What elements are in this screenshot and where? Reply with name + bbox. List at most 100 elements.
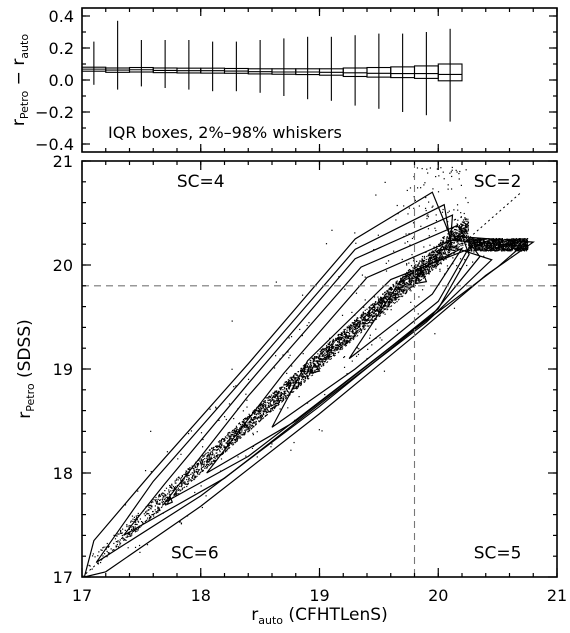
scatter-point <box>277 393 279 395</box>
scatter-point <box>220 442 222 444</box>
scatter-point <box>170 487 173 489</box>
scatter-point <box>159 509 161 512</box>
scatter-point <box>389 298 391 300</box>
top-annotation: IQR boxes, 2%–98% whiskers <box>108 123 342 142</box>
scatter-point <box>435 262 437 264</box>
scatter-point <box>419 260 421 262</box>
scatter-point <box>302 376 304 378</box>
scatter-point <box>328 358 330 360</box>
scatter-point <box>497 247 499 249</box>
scatter-point <box>491 244 493 247</box>
scatter-point <box>458 178 460 180</box>
scatter-point <box>200 459 202 461</box>
scatter-point <box>391 299 393 301</box>
scatter-point <box>425 273 427 275</box>
scatter-point <box>207 460 209 462</box>
scatter-point <box>236 430 238 433</box>
scatter-point <box>355 325 357 327</box>
scatter-point <box>453 209 455 211</box>
scatter-point <box>413 236 415 238</box>
scatter-point <box>459 233 461 235</box>
scatter-point <box>417 272 419 274</box>
scatter-point <box>452 234 454 236</box>
scatter-point <box>367 312 369 314</box>
scatter-point <box>343 331 345 333</box>
scatter-point <box>370 307 372 310</box>
scatter-point <box>366 313 369 316</box>
scatter-point <box>395 281 397 283</box>
scatter-point <box>277 395 279 397</box>
scatter-point <box>371 304 374 306</box>
scatter-point <box>307 372 309 374</box>
scatter-point <box>273 403 275 405</box>
scatter-point <box>165 503 168 505</box>
scatter-point <box>331 347 333 349</box>
scatter-point <box>206 457 208 460</box>
scatter-point <box>392 293 394 295</box>
scatter-point <box>454 236 456 238</box>
scatter-point <box>290 377 293 379</box>
scatter-point <box>329 342 331 344</box>
scatter-point <box>424 273 426 275</box>
scatter-point <box>387 301 390 303</box>
scatter-point <box>453 236 455 238</box>
scatter-point <box>170 485 172 487</box>
scatter-point <box>507 238 509 240</box>
scatter-point <box>107 552 109 554</box>
scatter-point <box>431 254 433 256</box>
scatter-point <box>407 278 409 280</box>
scatter-point <box>135 523 137 525</box>
scatter-point <box>421 271 423 273</box>
scatter-point <box>315 356 317 358</box>
scatter-point <box>210 458 212 460</box>
scatter-point <box>521 244 523 246</box>
scatter-point <box>420 264 422 266</box>
scatter-point <box>163 498 165 501</box>
scatter-point <box>223 440 225 442</box>
scatter-point <box>106 550 108 553</box>
scatter-point <box>235 427 237 429</box>
scatter-point <box>405 285 407 288</box>
scatter-point <box>303 381 305 383</box>
scatter-point <box>264 410 266 412</box>
scatter-point <box>241 434 243 436</box>
scatter-point <box>202 456 204 458</box>
scatter-point <box>281 397 283 399</box>
scatter-point <box>340 345 342 347</box>
scatter-point <box>142 521 144 523</box>
scatter-point <box>155 511 157 513</box>
scatter-point <box>173 488 175 490</box>
scatter-point <box>404 277 406 279</box>
scatter-point <box>209 408 211 410</box>
scatter-point <box>228 438 230 441</box>
scatter-point <box>176 484 178 487</box>
scatter-point <box>345 339 347 341</box>
scatter-point <box>276 398 278 400</box>
scatter-point <box>479 239 481 241</box>
scatter-point <box>282 393 284 395</box>
scatter-point <box>384 313 386 315</box>
scatter-point <box>357 325 359 328</box>
scatter-point <box>502 245 504 247</box>
scatter-point <box>479 244 482 247</box>
scatter-point <box>402 290 404 292</box>
scatter-point <box>302 375 304 377</box>
scatter-point <box>265 405 267 407</box>
scatter-point <box>351 327 354 329</box>
scatter-point <box>300 375 302 377</box>
scatter-point <box>496 247 498 249</box>
scatter-point <box>155 512 157 514</box>
scatter-point <box>451 231 453 233</box>
scatter-point <box>372 316 374 318</box>
scatter-point <box>274 397 276 399</box>
scatter-point <box>107 546 109 548</box>
scatter-point <box>305 366 307 368</box>
scatter-point <box>437 261 439 263</box>
scatter-point <box>509 240 511 242</box>
scatter-point <box>464 226 467 228</box>
scatter-point <box>185 483 187 485</box>
scatter-point <box>235 438 237 440</box>
scatter-point <box>237 433 239 435</box>
scatter-point <box>425 272 427 274</box>
scatter-point <box>429 252 431 254</box>
